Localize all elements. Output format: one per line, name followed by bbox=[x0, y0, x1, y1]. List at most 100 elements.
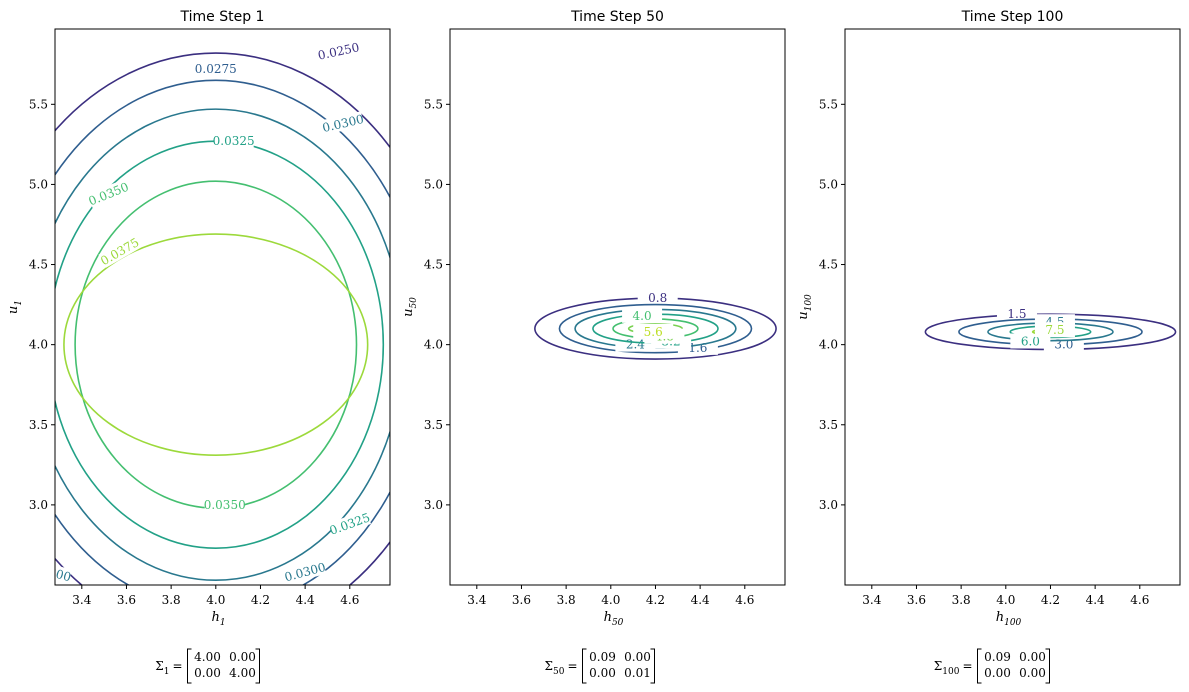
x-tick-label: 4.6 bbox=[735, 593, 754, 607]
x-tick-label: 3.6 bbox=[512, 593, 531, 607]
matrix-right-bracket bbox=[650, 648, 655, 684]
contour-line-1.6 bbox=[558, 303, 753, 354]
x-axis-label-base: h bbox=[996, 610, 1004, 625]
contour-label-mask bbox=[1034, 322, 1075, 338]
y-axis-label-base: u bbox=[6, 306, 21, 314]
contour-label-mask bbox=[283, 559, 327, 585]
contour-label: 0.0250 bbox=[317, 40, 361, 62]
matrix-cell: 0.00 bbox=[1019, 650, 1046, 664]
y-tick-label: 4.5 bbox=[819, 258, 838, 272]
y-axis-label: u100 bbox=[796, 294, 814, 320]
x-tick-label: 3.4 bbox=[467, 593, 486, 607]
y-axis-label: u1 bbox=[6, 300, 24, 314]
contour-label-mask bbox=[204, 496, 245, 512]
x-tick-label: 3.4 bbox=[862, 593, 881, 607]
covariance-equals: = bbox=[962, 659, 972, 673]
x-tick-label: 4.4 bbox=[1086, 593, 1105, 607]
y-axis-label-sub: 1 bbox=[14, 300, 24, 306]
covariance-symbol-sub: 50 bbox=[553, 667, 565, 677]
matrix-cell: 0.09 bbox=[984, 650, 1011, 664]
panel-3: 1.53.04.56.07.53.4 3.6 3.8 4.0 4.2 4.4 4.63.03… bbox=[796, 9, 1181, 684]
axes-frame bbox=[844, 28, 1181, 586]
covariance-annotation: Σ1 = 4.00 0.00 0.00 4.00 bbox=[155, 648, 260, 684]
y-axis-label-base: u bbox=[796, 311, 811, 319]
contour-line-0.0375 bbox=[63, 233, 369, 457]
covariance-symbol-base: Σ bbox=[545, 659, 553, 673]
x-axis-label: h50 bbox=[604, 610, 624, 628]
contour-line-0.0275 bbox=[55, 79, 390, 585]
contour-group: 0.81.62.43.24.04.85.6 bbox=[534, 290, 777, 360]
contour-line-0.0250 bbox=[55, 52, 390, 585]
x-tick-label: 3.8 bbox=[162, 593, 181, 607]
covariance-annotation: Σ50 = 0.09 0.00 0.00 0.01 bbox=[545, 648, 655, 684]
y-tick-label: 4.0 bbox=[819, 338, 838, 352]
x-tick-label: 4.2 bbox=[646, 593, 665, 607]
x-tick-label: 4.0 bbox=[996, 593, 1015, 607]
contour-label: 6.0 bbox=[1021, 334, 1040, 348]
contour-label: 1.6 bbox=[688, 341, 707, 355]
x-tick-label: 4.6 bbox=[1130, 593, 1149, 607]
y-tick-label: 4.0 bbox=[424, 338, 443, 352]
matrix-cell: 0.00 bbox=[589, 666, 616, 680]
covariance-symbol: Σ50 = bbox=[545, 659, 578, 677]
y-tick-label: 3.0 bbox=[29, 498, 48, 512]
matrix-right-bracket bbox=[1045, 648, 1050, 684]
y-tick-label: 3.0 bbox=[819, 498, 838, 512]
y-tick-label: 5.5 bbox=[424, 97, 443, 111]
y-tick-label: 3.5 bbox=[819, 418, 838, 432]
contour-label-mask bbox=[637, 290, 678, 306]
x-tick-label: 4.4 bbox=[296, 593, 315, 607]
contour-label-mask bbox=[195, 61, 236, 77]
panel-title: Time Step 50 bbox=[570, 9, 664, 25]
x-tick-label: 3.4 bbox=[72, 593, 91, 607]
contour-line-0.0300 bbox=[55, 108, 390, 581]
covariance-equals: = bbox=[567, 659, 577, 673]
covariance-symbol-sub: 1 bbox=[164, 667, 170, 677]
x-tick-label: 3.8 bbox=[557, 593, 576, 607]
matrix-cell: 0.00 bbox=[194, 666, 221, 680]
x-tick-label: 3.6 bbox=[117, 593, 136, 607]
x-tick-label: 4.6 bbox=[340, 593, 359, 607]
contour-label-mask bbox=[633, 323, 674, 339]
contour-label: 1.5 bbox=[1007, 307, 1026, 321]
contour-label-mask bbox=[622, 307, 663, 323]
x-axis-label-sub: 100 bbox=[1004, 618, 1021, 628]
contour-label: 0.0325 bbox=[213, 134, 255, 148]
contour-label: 7.5 bbox=[1045, 323, 1064, 337]
contour-label-mask bbox=[87, 179, 130, 209]
x-tick-label: 4.2 bbox=[251, 593, 270, 607]
covariance-symbol-base: Σ bbox=[934, 659, 942, 673]
x-axis-label: h100 bbox=[996, 610, 1022, 628]
matrix-cell: 4.00 bbox=[229, 666, 256, 680]
y-tick-label: 3.5 bbox=[29, 418, 48, 432]
matrix-cell: 0.01 bbox=[624, 666, 651, 680]
panel-title: Time Step 1 bbox=[180, 9, 265, 25]
matrix-left-bracket bbox=[977, 648, 982, 684]
matrix-left-bracket bbox=[582, 648, 587, 684]
x-tick-label: 3.8 bbox=[952, 593, 971, 607]
contour-label: 0.0275 bbox=[195, 62, 237, 76]
x-tick-label: 4.2 bbox=[1041, 593, 1060, 607]
x-tick-label: 4.0 bbox=[601, 593, 620, 607]
contour-label-mask bbox=[996, 306, 1037, 322]
covariance-symbol-base: Σ bbox=[155, 659, 163, 673]
x-axis-label-base: h bbox=[604, 610, 612, 625]
contour-label-mask bbox=[55, 559, 72, 585]
covariance-annotation: Σ100 = 0.09 0.00 0.00 0.00 bbox=[934, 648, 1050, 684]
covariance-equals: = bbox=[172, 659, 182, 673]
contour-label-mask bbox=[213, 133, 254, 149]
contour-label: 2.4 bbox=[626, 338, 645, 352]
contour-label: 0.0325 bbox=[328, 510, 372, 538]
contour-line-0.0350 bbox=[74, 180, 358, 509]
y-axis-label-base: u bbox=[401, 309, 416, 317]
x-axis-label-base: h bbox=[211, 610, 219, 625]
contour-label: 0.0300 bbox=[321, 112, 365, 135]
contour-label-mask bbox=[321, 111, 365, 135]
panel-2: 0.81.62.43.24.04.85.63.43.63.84.04.24.44… bbox=[401, 9, 786, 684]
contour-label: 5.6 bbox=[644, 325, 663, 339]
y-tick-label: 5.0 bbox=[819, 177, 838, 191]
y-tick-label: 5.5 bbox=[819, 97, 838, 111]
